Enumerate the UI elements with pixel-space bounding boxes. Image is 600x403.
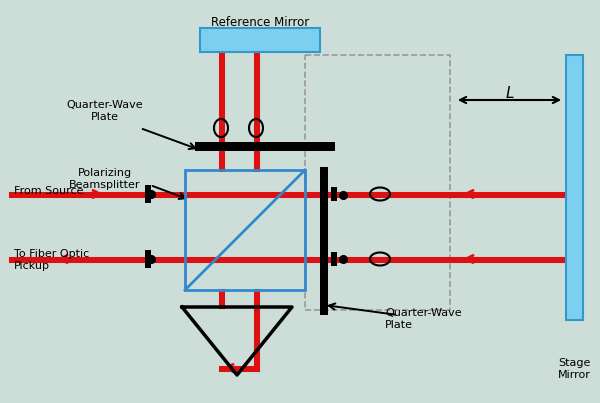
- Bar: [145, 250, 151, 268]
- Text: Quarter-Wave
Plate: Quarter-Wave Plate: [385, 308, 461, 330]
- Bar: [185, 170, 305, 290]
- Text: Stage
Mirror: Stage Mirror: [557, 358, 590, 380]
- Bar: [331, 252, 337, 266]
- Text: Reference Mirror: Reference Mirror: [211, 15, 309, 29]
- Bar: [200, 28, 320, 52]
- Bar: [195, 142, 335, 151]
- Text: To Fiber Optic
Pickup: To Fiber Optic Pickup: [14, 249, 89, 271]
- Bar: [331, 187, 337, 201]
- Text: Quarter-Wave
Plate: Quarter-Wave Plate: [67, 100, 143, 123]
- Bar: [145, 185, 151, 203]
- Text: From Source: From Source: [14, 186, 83, 196]
- Bar: [320, 167, 328, 315]
- Text: $L$: $L$: [505, 85, 515, 101]
- Text: Polarizing
Beamsplitter: Polarizing Beamsplitter: [69, 168, 141, 190]
- Bar: [566, 55, 583, 320]
